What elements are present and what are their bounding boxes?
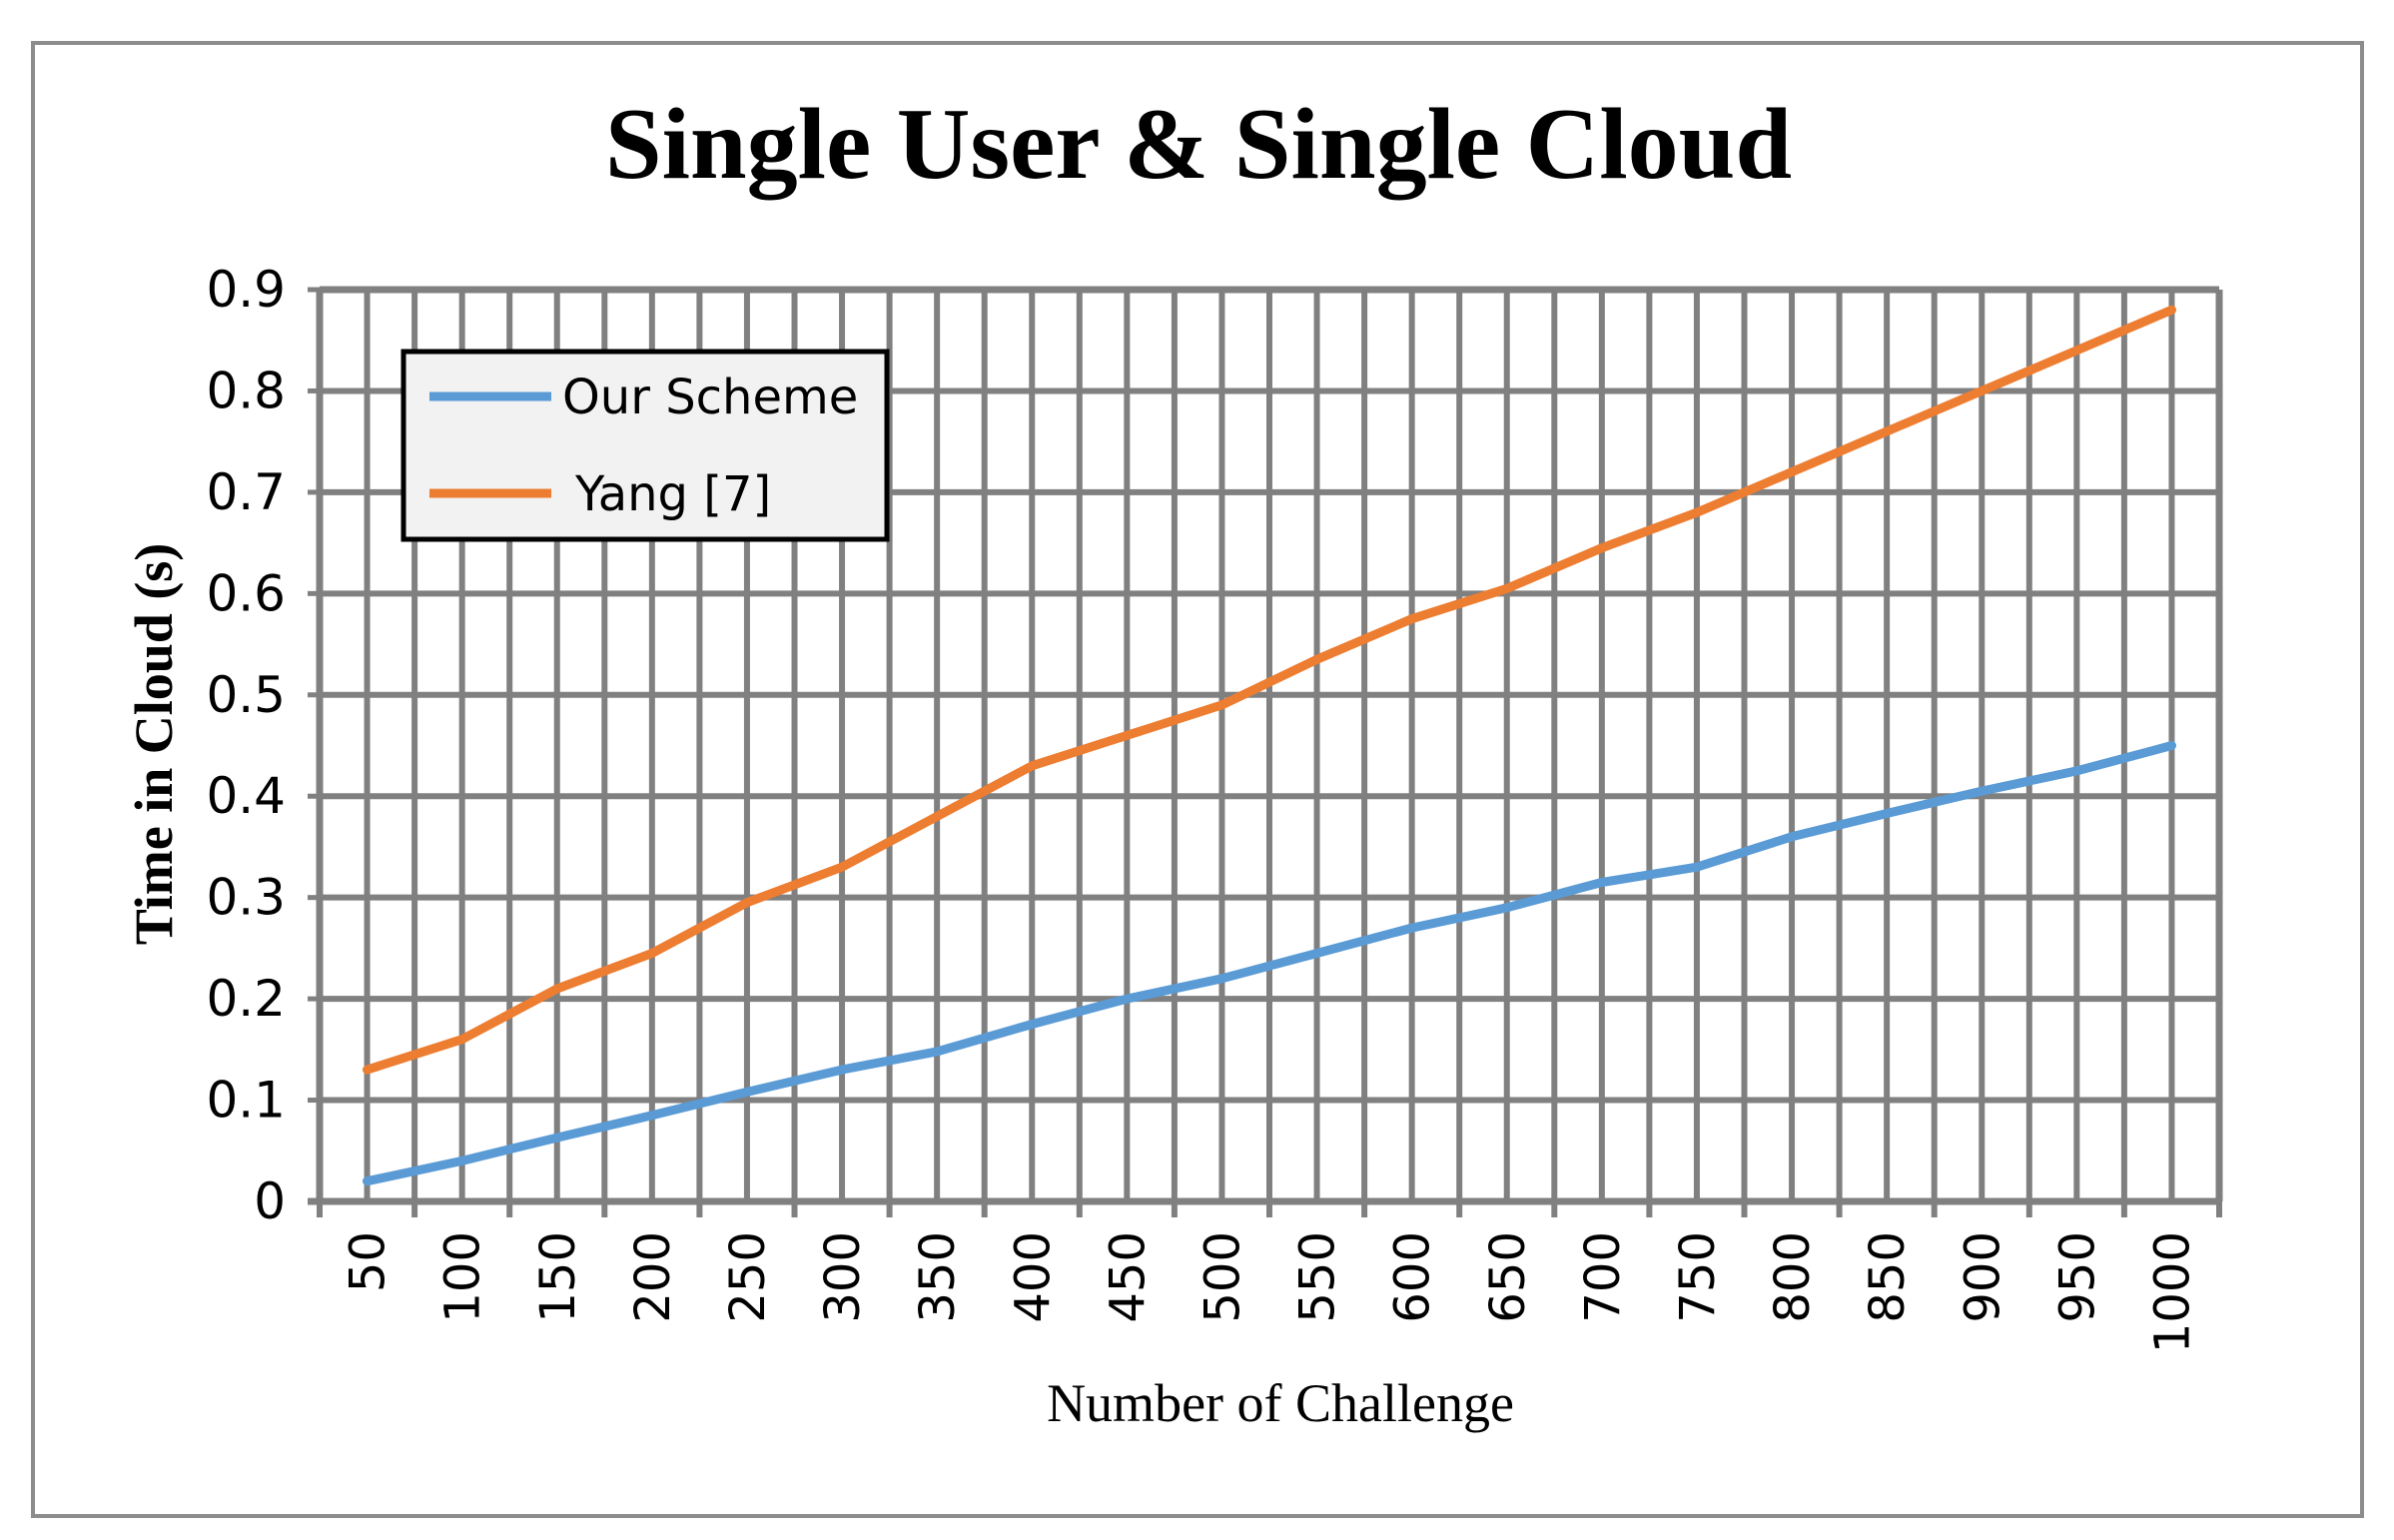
data-point	[363, 1065, 373, 1075]
y-tick-label: 0	[254, 1172, 286, 1230]
y-tick-label: 0.3	[206, 869, 286, 927]
data-point	[1122, 730, 1132, 740]
data-point	[1502, 903, 1512, 913]
data-point	[1216, 974, 1226, 984]
x-tick-label: 550	[1290, 1231, 1346, 1323]
data-point	[2166, 741, 2176, 750]
x-tick-label: 350	[910, 1231, 966, 1323]
legend: Our Scheme Yang [7]	[400, 349, 890, 542]
legend-box	[400, 349, 890, 542]
data-point	[457, 1035, 467, 1045]
y-tick-label: 0.2	[206, 970, 286, 1028]
x-axis-label: Number of Challenge	[1047, 1373, 1514, 1433]
data-point	[1312, 654, 1322, 664]
x-tick-label: 100	[435, 1231, 491, 1323]
x-tick-label: 600	[1385, 1231, 1441, 1323]
data-point	[1977, 786, 1987, 796]
series-lines	[363, 305, 2176, 1186]
series-line-yang	[363, 305, 2176, 1075]
x-tick-label: 650	[1480, 1231, 1536, 1323]
x-tick-label: 750	[1670, 1231, 1726, 1323]
data-point	[363, 1176, 373, 1186]
data-point	[742, 1087, 752, 1097]
y-tick-label: 0.4	[206, 767, 286, 825]
legend-label-yang: Yang [7]	[574, 466, 771, 522]
y-tick-label: 0.9	[206, 261, 286, 319]
data-point	[742, 898, 752, 908]
series-line-our-scheme	[363, 741, 2176, 1186]
x-tick-label: 500	[1195, 1231, 1250, 1323]
x-tick-label: 950	[2049, 1231, 2105, 1323]
data-point	[932, 1047, 942, 1057]
data-point	[1787, 832, 1797, 842]
data-point	[1027, 1019, 1037, 1029]
x-tick-label: 800	[1765, 1231, 1821, 1323]
x-tick-label: 250	[720, 1231, 776, 1323]
data-point	[837, 862, 847, 872]
chart-title: Single User & Single Cloud	[605, 88, 1792, 201]
data-point	[1692, 507, 1702, 517]
legend-label-our-scheme: Our Scheme	[562, 370, 858, 425]
data-point	[1027, 761, 1037, 771]
x-tick-label: 1000	[2144, 1231, 2200, 1353]
x-tick-label: 300	[815, 1231, 871, 1323]
data-point	[2166, 305, 2176, 315]
data-point	[1122, 994, 1132, 1004]
data-point	[1407, 923, 1417, 933]
data-point	[837, 1065, 847, 1075]
x-tick-label: 150	[530, 1231, 586, 1323]
data-point	[1216, 700, 1226, 710]
y-tick-labels: 0 0.1 0.2 0.3 0.4 0.5 0.6 0.7 0.8 0.9	[206, 261, 286, 1230]
x-tick-label: 850	[1860, 1231, 1916, 1323]
x-tick-label: 50	[341, 1231, 397, 1292]
data-point	[932, 812, 942, 822]
data-point	[457, 1155, 467, 1165]
data-point	[1977, 385, 1987, 395]
x-tick-label: 400	[1005, 1231, 1061, 1323]
x-tick-labels: 50 100 150 200 250 300 350 400 450 500 550 600 650 70…	[341, 1231, 2201, 1353]
data-point	[2071, 346, 2081, 356]
data-point	[1407, 614, 1417, 624]
data-point	[1787, 467, 1797, 477]
x-tick-label: 450	[1100, 1231, 1156, 1323]
y-tick-label: 0.7	[206, 463, 286, 521]
y-tick-label: 0.5	[206, 666, 286, 724]
x-tick-label: 700	[1575, 1231, 1631, 1323]
data-point	[552, 984, 562, 994]
x-tick-label: 900	[1955, 1231, 2010, 1323]
data-point	[552, 1133, 562, 1143]
y-tick-label: 0.1	[206, 1072, 286, 1130]
data-point	[1312, 948, 1322, 958]
axes	[308, 286, 2223, 1205]
data-point	[1597, 877, 1607, 887]
y-axis-label: Time in Cloud (s)	[124, 543, 184, 946]
data-point	[647, 1111, 657, 1121]
y-tick-label: 0.6	[206, 564, 286, 622]
data-point	[2071, 766, 2081, 776]
data-point	[647, 948, 657, 958]
data-point	[1882, 426, 1892, 436]
y-tick-label: 0.8	[206, 362, 286, 419]
data-point	[1882, 808, 1892, 818]
data-point	[1502, 583, 1512, 593]
data-point	[1692, 862, 1702, 872]
data-point	[1597, 543, 1607, 553]
x-tick-label: 200	[625, 1231, 681, 1323]
